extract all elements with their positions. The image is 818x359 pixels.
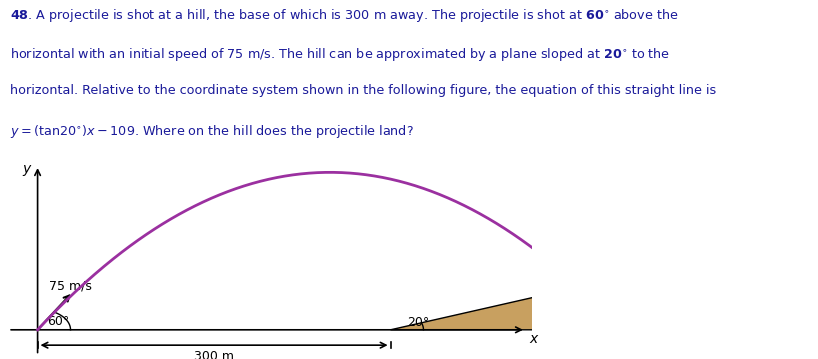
Text: $y$: $y$ xyxy=(22,163,33,178)
Polygon shape xyxy=(390,287,769,330)
Text: 300 m: 300 m xyxy=(194,350,234,359)
Text: 75 m/s: 75 m/s xyxy=(49,280,92,293)
Text: horizontal with an initial speed of 75 m/s. The hill can be approximated by a pl: horizontal with an initial speed of 75 m… xyxy=(10,46,670,62)
Text: 60°: 60° xyxy=(47,315,70,328)
Text: $x$: $x$ xyxy=(529,332,540,346)
Text: horizontal. Relative to the coordinate system shown in the following figure, the: horizontal. Relative to the coordinate s… xyxy=(10,84,716,97)
Text: $y = (\mathrm{tan}20^{\circ})x - 109$. Where on the hill does the projectile lan: $y = (\mathrm{tan}20^{\circ})x - 109$. W… xyxy=(10,122,414,140)
Text: $\mathbf{48}$. A projectile is shot at a hill, the base of which is 300 m away. : $\mathbf{48}$. A projectile is shot at a… xyxy=(10,7,678,24)
Text: y = (tan 20°)x − 109: y = (tan 20°)x − 109 xyxy=(0,358,1,359)
Text: 20°: 20° xyxy=(407,316,429,329)
